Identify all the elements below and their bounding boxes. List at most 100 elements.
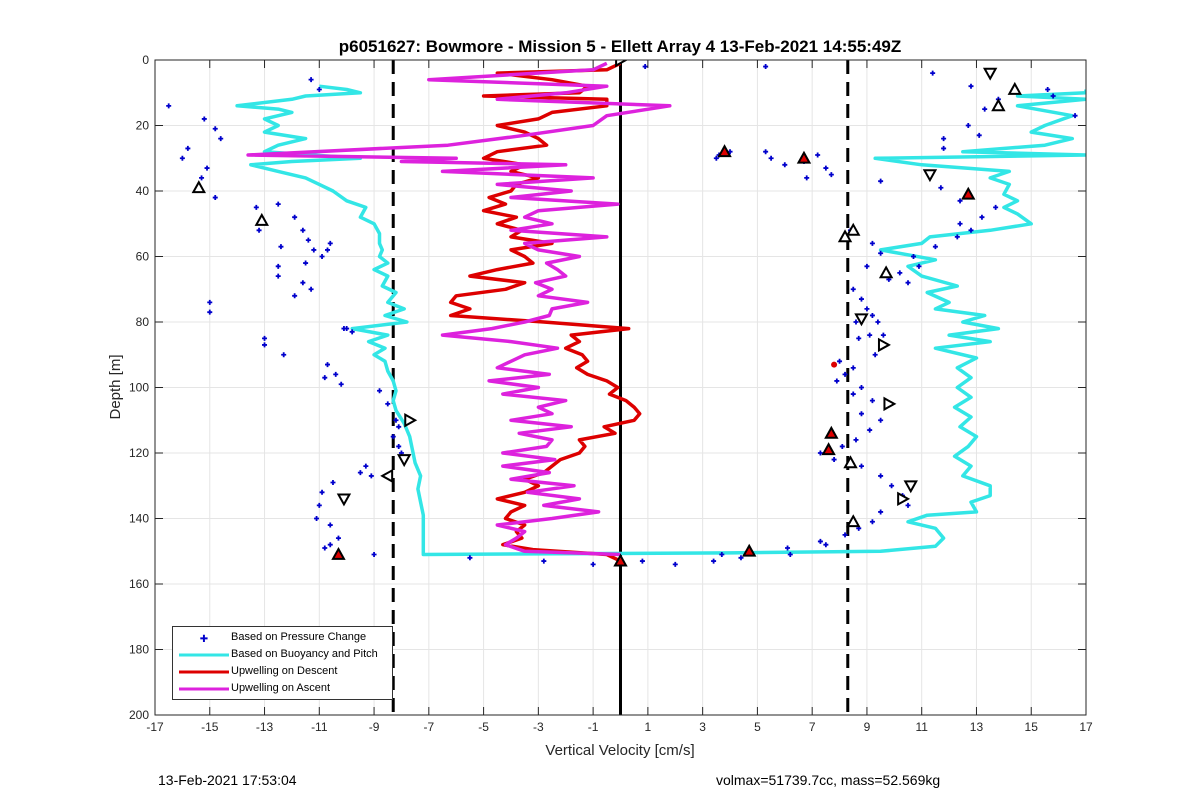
pressure-point [642, 64, 648, 70]
pressure-point [954, 234, 960, 240]
pressure-point [311, 247, 317, 253]
pressure-point [278, 244, 284, 250]
pressure-point [878, 417, 884, 423]
pressure-point [338, 381, 344, 387]
triangle-marker [877, 337, 891, 353]
pressure-point [207, 299, 213, 305]
pressure-point [371, 552, 377, 558]
pressure-point [850, 391, 856, 397]
pressure-point [875, 319, 881, 325]
pressure-point [869, 398, 875, 404]
series-layer [166, 61, 1086, 567]
triangle-marker [331, 546, 346, 560]
x-tick-label: 3 [699, 720, 706, 734]
x-tick-label: -11 [311, 720, 328, 734]
triangle-marker [254, 212, 269, 226]
triangle-marker [922, 169, 938, 183]
triangle-marker [843, 455, 858, 469]
pressure-point [932, 244, 938, 250]
pressure-point [344, 326, 350, 332]
pressure-point [275, 273, 281, 279]
triangle-marker [1007, 81, 1023, 95]
y-tick-label: 60 [136, 250, 150, 264]
pressure-point [393, 417, 399, 423]
pressure-point [867, 427, 873, 433]
pressure-point [327, 542, 333, 548]
triangle-marker [878, 265, 894, 279]
axis-ticks: -17 -15 -13 -11 -9 -7 -5 -3 -1 1 3 5 7 9 11 13 15 1702040… [129, 53, 1093, 734]
triangle-marker [846, 514, 861, 528]
pressure-point [185, 145, 191, 151]
pressure-point [941, 136, 947, 142]
pressure-point [207, 309, 213, 315]
triangle-marker [837, 229, 853, 243]
y-tick-label: 200 [129, 708, 149, 722]
legend-label-ascent: Upwelling on Ascent [231, 682, 331, 694]
pressure-point [179, 155, 185, 161]
pressure-point [968, 83, 974, 89]
red-dot [831, 361, 838, 368]
pressure-point [325, 247, 331, 253]
legend-label-pressure: Based on Pressure Change [231, 631, 367, 643]
triangle-marker [991, 98, 1006, 112]
pressure-point [256, 227, 262, 233]
pressure-point [349, 329, 355, 335]
pressure-point [333, 371, 339, 377]
pressure-point [878, 509, 884, 515]
pressure-point [212, 126, 218, 132]
x-tick-label: 11 [915, 720, 928, 734]
pressure-point [368, 473, 374, 479]
triangle-marker [821, 442, 836, 456]
pressure-point [828, 172, 834, 178]
pressure-point [763, 64, 769, 70]
pressure-point [713, 155, 719, 161]
pressure-point [817, 450, 823, 456]
pressure-point [823, 542, 829, 548]
pressure-point [166, 103, 172, 109]
pressure-point [218, 136, 224, 142]
y-tick-label: 140 [129, 512, 149, 526]
x-tick-label: -9 [369, 720, 380, 734]
pressure-point [878, 250, 884, 256]
pressure-point [262, 335, 268, 341]
pressure-point [842, 532, 848, 538]
pressure-point [910, 254, 916, 259]
pressure-point [1050, 93, 1056, 99]
pressure-point [300, 227, 306, 233]
pressure-point [319, 254, 325, 259]
triangle-marker [854, 313, 869, 327]
pressure-point [834, 378, 840, 384]
pressure-point [878, 178, 884, 184]
x-tick-label: -5 [478, 720, 489, 734]
triangle-marker [380, 468, 394, 484]
triangle-marker [191, 180, 207, 194]
pressure-point [867, 332, 873, 338]
footer-timestamp: 13-Feb-2021 17:53:04 [158, 772, 297, 788]
pressure-point [322, 375, 328, 381]
legend-label-buoyancy: Based on Buoyancy and Pitch [231, 648, 378, 660]
series-line-3 [246, 61, 672, 557]
pressure-point [858, 463, 864, 469]
pressure-point [782, 162, 788, 168]
pressure-point [850, 365, 856, 371]
pressure-point [396, 443, 402, 449]
x-tick-label: 7 [809, 720, 816, 734]
pressure-point [897, 270, 903, 276]
x-axis-label: Vertical Velocity [cm/s] [545, 742, 694, 759]
pressure-point [853, 437, 859, 443]
pressure-point [212, 195, 218, 201]
pressure-point [330, 479, 336, 485]
pressure-point [858, 411, 864, 417]
pressure-point [817, 538, 823, 544]
pressure-point [839, 443, 845, 449]
pressure-point [322, 545, 328, 551]
triangle-marker [741, 543, 757, 557]
pressure-point [957, 221, 963, 227]
pressure-point [853, 319, 859, 325]
legend-item-descent: Upwelling on Descent [173, 663, 392, 681]
pressure-point [880, 332, 886, 338]
y-tick-label: 0 [142, 53, 149, 67]
chart-legend: ✚ Based on Pressure Change Based on Buoy… [172, 626, 393, 700]
pressure-point [314, 516, 320, 521]
svg-text:✚: ✚ [200, 634, 208, 645]
